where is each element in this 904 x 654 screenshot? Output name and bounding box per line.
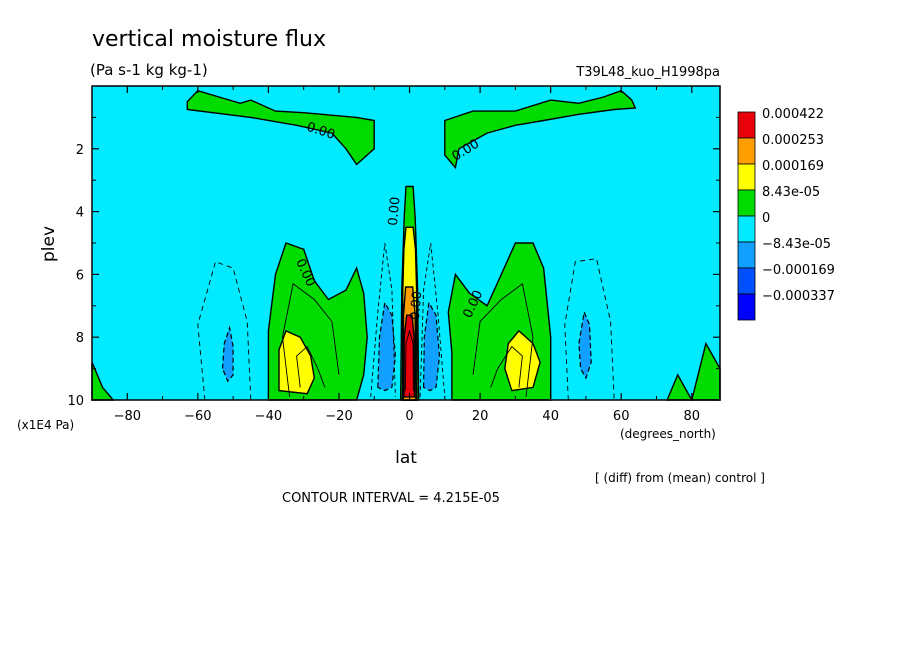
y-tick-label: 4 [76, 206, 84, 221]
contour-label: 0.00 [408, 290, 425, 320]
legend-swatch [737, 267, 756, 295]
region-blue-left [221, 325, 234, 383]
y-tick-label: 10 [67, 394, 84, 409]
region-green-top-left [186, 89, 375, 166]
legend-label: 0.000422 [762, 107, 824, 122]
contour-peak [404, 329, 414, 391]
x-axis-units: (degrees_north) [620, 427, 716, 441]
contour-neg-right [564, 258, 615, 401]
contour-left-inner [282, 283, 340, 397]
region-blue-center-right [422, 300, 441, 392]
x-tick-label: 60 [613, 409, 630, 424]
legend-label: −0.000169 [762, 263, 835, 278]
legend-swatch [737, 163, 756, 191]
region-blue-right [578, 309, 592, 380]
legend-label: 0 [762, 211, 770, 226]
run-label: T39L48_kuo_H1998pa [575, 65, 720, 80]
x-tick-label: −80 [114, 409, 141, 424]
x-tick-label: 20 [472, 409, 489, 424]
legend-swatch [737, 137, 756, 165]
region-green-top-right [444, 89, 637, 170]
legend-swatch [737, 241, 756, 269]
contour-neg-center-right [419, 242, 446, 397]
legend-label: 0.000253 [762, 133, 824, 148]
x-tick-label: 40 [542, 409, 559, 424]
chart-title: vertical moisture flux [92, 27, 326, 52]
x-tick-label: −20 [325, 409, 352, 424]
legend-swatch [737, 111, 756, 139]
legend-swatch [737, 189, 756, 217]
contour-right-inner2 [490, 345, 523, 388]
region-red-center [403, 314, 416, 398]
region-blue-center-left [377, 300, 397, 392]
footer-note: [ (diff) from (mean) control ] [595, 471, 765, 485]
x-tick-label: −40 [255, 409, 282, 424]
legend-swatch [737, 215, 756, 243]
x-tick-label: −60 [184, 409, 211, 424]
contour-left-inner2 [296, 345, 326, 388]
legend-label: −8.43e-05 [762, 237, 831, 252]
contour-lines [197, 242, 615, 401]
y-axis-units: (x1E4 Pa) [17, 418, 74, 432]
plot-area: 0.000.000.000.000.000.00 −80 −60 −40 −20 0 20… [67, 85, 721, 424]
y-tick-label: 8 [76, 331, 84, 346]
contour-neg-center-left [370, 242, 396, 397]
y-tick-label: 2 [76, 143, 84, 158]
legend-label: 8.43e-05 [762, 185, 820, 200]
contour-right-inner [472, 283, 534, 397]
contour-interval: CONTOUR INTERVAL = 4.215E-05 [282, 491, 500, 506]
legend-swatch [737, 293, 756, 321]
contour-neg-left [197, 261, 252, 401]
region-yellow-left [278, 329, 316, 395]
contour-label: 0.00 [386, 196, 403, 226]
y-tick-label: 6 [76, 268, 84, 283]
color-legend: 0.000422 0.000253 0.000169 8.43e-05 0 −8.43e-… [737, 107, 835, 321]
x-axis-label: lat [395, 448, 417, 468]
x-tick-label: 80 [684, 409, 701, 424]
legend-label: −0.000337 [762, 289, 835, 304]
region-yellow-right [504, 329, 541, 392]
chart-subtitle: (Pa s-1 kg kg-1) [90, 61, 208, 79]
legend-label: 0.000169 [762, 159, 824, 174]
x-tick-label: 0 [405, 409, 413, 424]
y-axis-label: plev [39, 226, 59, 262]
